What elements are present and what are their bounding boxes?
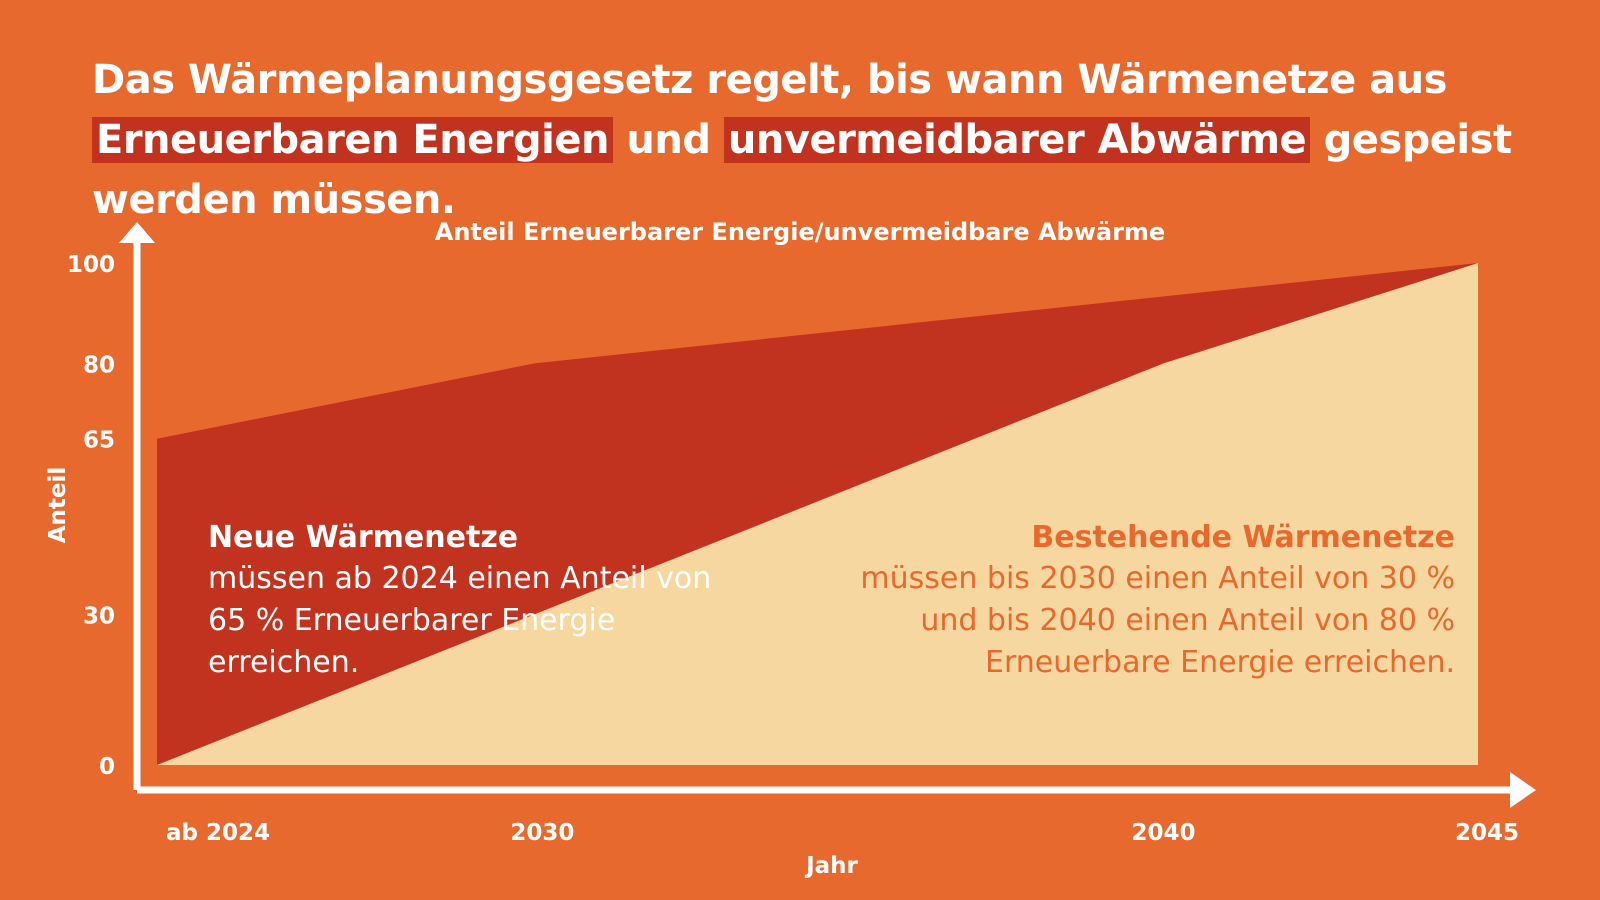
headline-part2: und [612, 117, 724, 163]
x-tick-label-2040: 2040 [1131, 820, 1195, 846]
annotation-existing-networks: Bestehende Wärmenetze müssen bis 2030 ei… [850, 518, 1455, 684]
headline-part3: gespeist werden müssen. [92, 117, 1512, 223]
headline: Das Wärmeplanungsgesetz regelt, bis wann… [92, 50, 1532, 230]
chart-title: Anteil Erneuerbarer Energie/unvermeidbar… [435, 218, 1165, 246]
area-existing-networks [157, 263, 1478, 765]
y-axis-label: Anteil [45, 467, 71, 544]
y-tick-label-0: 0 [99, 754, 115, 780]
y-tick-label-30: 30 [83, 603, 115, 629]
annotation-existing-networks-title: Bestehende Wärmenetze [1031, 520, 1455, 555]
headline-highlight-waste-heat: unvermeidbarer Abwärme [723, 117, 1311, 163]
x-axis-label: Jahr [804, 853, 858, 879]
annotation-new-networks-text: müssen ab 2024 einen Anteil von 65 % Ern… [208, 561, 712, 680]
x-tick-label-2030: 2030 [510, 820, 574, 846]
annotation-new-networks-title: Neue Wärmenetze [208, 520, 519, 555]
x-axis-arrow-icon [1510, 772, 1536, 808]
headline-part1: Das Wärmeplanungsgesetz regelt, bis wann… [92, 57, 1447, 103]
annotation-existing-networks-text: müssen bis 2030 einen Anteil von 30 % un… [860, 561, 1455, 680]
y-tick-label-100: 100 [67, 252, 115, 278]
y-axis-arrow-icon [119, 222, 155, 243]
x-tick-label-2045: 2045 [1455, 820, 1519, 846]
y-tick-label-80: 80 [83, 352, 115, 378]
annotation-new-networks: Neue Wärmenetze müssen ab 2024 einen Ant… [208, 518, 728, 684]
y-tick-label-65: 65 [83, 428, 115, 454]
headline-highlight-renewables: Erneuerbaren Energien [92, 117, 613, 163]
x-tick-label-2024: ab 2024 [166, 820, 270, 846]
